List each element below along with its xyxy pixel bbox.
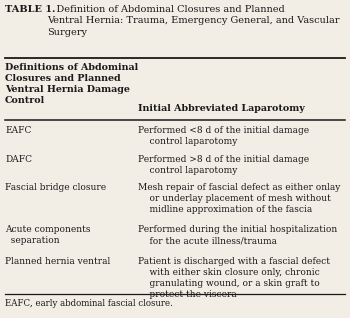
- Text: EAFC: EAFC: [5, 126, 32, 135]
- Text: Planned hernia ventral: Planned hernia ventral: [5, 257, 110, 266]
- Text: Fascial bridge closure: Fascial bridge closure: [5, 183, 106, 192]
- Text: Acute components
  separation: Acute components separation: [5, 225, 91, 245]
- Text: Performed <8 d of the initial damage
    control laparotomy: Performed <8 d of the initial damage con…: [138, 126, 309, 146]
- Text: Initial Abbreviated Laparotomy: Initial Abbreviated Laparotomy: [138, 104, 305, 113]
- Text: Definition of Abdominal Closures and Planned
Ventral Hernia: Trauma, Emergency G: Definition of Abdominal Closures and Pla…: [47, 5, 340, 37]
- Text: TABLE 1.: TABLE 1.: [5, 5, 55, 14]
- Text: Patient is discharged with a fascial defect
    with either skin closure only, c: Patient is discharged with a fascial def…: [138, 257, 330, 299]
- Text: Performed >8 d of the initial damage
    control laparotomy: Performed >8 d of the initial damage con…: [138, 155, 309, 175]
- Text: EAFC, early abdominal fascial closure.: EAFC, early abdominal fascial closure.: [5, 299, 173, 308]
- Text: DAFC: DAFC: [5, 155, 32, 164]
- Text: Performed during the initial hospitalization
    for the acute illness/trauma: Performed during the initial hospitaliza…: [138, 225, 337, 245]
- Text: Definitions of Abdominal
Closures and Planned
Ventral Hernia Damage
Control: Definitions of Abdominal Closures and Pl…: [5, 63, 138, 105]
- Text: Mesh repair of fascial defect as either onlay
    or underlay placement of mesh : Mesh repair of fascial defect as either …: [138, 183, 340, 214]
